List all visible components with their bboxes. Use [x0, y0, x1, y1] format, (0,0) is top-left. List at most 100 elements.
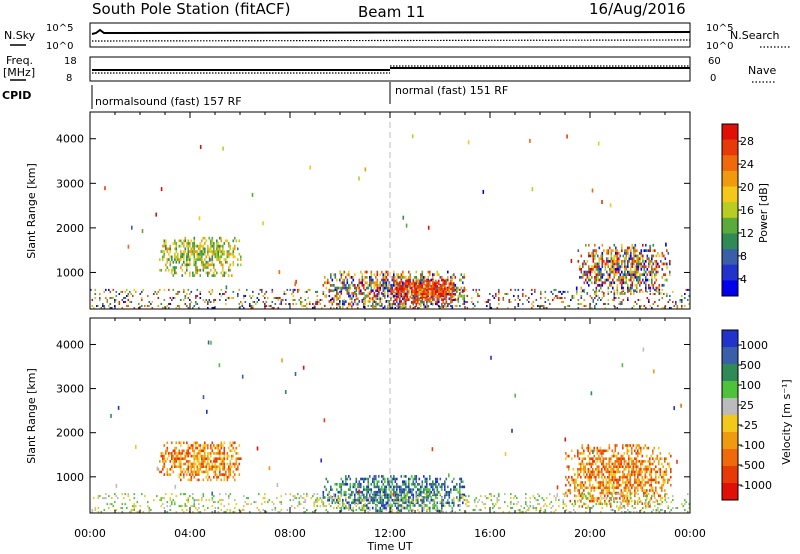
- heatmap-cell: [348, 507, 350, 509]
- heatmap-cell: [487, 299, 490, 301]
- heatmap-cell: [183, 242, 185, 245]
- heatmap-cell: [650, 470, 653, 474]
- heatmap-cell: [629, 483, 632, 487]
- heatmap-cell: [421, 490, 424, 494]
- heatmap-cell: [261, 503, 263, 506]
- heatmap-cell: [610, 284, 613, 287]
- heatmap-cell: [622, 254, 625, 258]
- heatmap-cell: [634, 289, 637, 293]
- heatmap-cell: [664, 478, 666, 482]
- heatmap-cell: [352, 509, 355, 513]
- heatmap-cell: [132, 505, 134, 508]
- heatmap-cell: [325, 488, 328, 491]
- heatmap-cell: [634, 473, 636, 476]
- heatmap-cell: [315, 501, 317, 504]
- y-tick-label: 3000: [56, 383, 84, 396]
- heatmap-cell: [575, 481, 578, 484]
- heatmap-cell: [565, 491, 567, 495]
- heatmap-cell: [178, 305, 181, 307]
- heatmap-cell: [616, 486, 618, 490]
- heatmap-cell: [210, 293, 212, 295]
- heatmap-cell: [625, 268, 628, 271]
- heatmap-cell: [647, 481, 650, 484]
- colorbar-swatch: [722, 139, 738, 156]
- heatmap-cell: [192, 244, 194, 248]
- heatmap-cell: [622, 260, 625, 263]
- heatmap-cell: [220, 288, 223, 291]
- heatmap-cell: [394, 287, 397, 291]
- heatmap-cell: [615, 268, 617, 271]
- heatmap-cell: [367, 498, 370, 502]
- heatmap-cell: [631, 281, 634, 285]
- freq-panel: Freq. [MHz] 18 8 60 0 Nave: [3, 54, 776, 84]
- heatmap-cell: [376, 286, 379, 290]
- heatmap-cell: [369, 509, 371, 511]
- heatmap-cell: [444, 483, 446, 486]
- heatmap-cell: [373, 294, 376, 298]
- heatmap-cell: [647, 465, 650, 468]
- heatmap-cell: [594, 290, 596, 293]
- heatmap-cell: [319, 505, 322, 508]
- heatmap-cell: [685, 288, 688, 291]
- heatmap-cell: [390, 287, 392, 291]
- heatmap-cell: [193, 465, 196, 468]
- heatmap-cell: [336, 488, 338, 491]
- heatmap-cell: [316, 499, 319, 502]
- heatmap-cell: [169, 473, 172, 476]
- heatmap-cell: [574, 501, 577, 504]
- heatmap-cell: [604, 486, 606, 490]
- colorbar-tick-label: 25: [740, 399, 754, 412]
- heatmap-cell: [382, 289, 385, 293]
- heatmap-cell: [637, 299, 640, 301]
- heatmap-cell: [658, 511, 661, 513]
- heatmap-cell: [454, 511, 457, 513]
- heatmap-cell: [187, 454, 190, 458]
- heatmap-cell: [202, 495, 205, 498]
- heatmap-cell: [483, 503, 485, 506]
- heatmap-cell: [381, 302, 383, 306]
- heatmap-cell: [408, 282, 410, 285]
- heatmap-cell: [139, 505, 142, 508]
- heatmap-cell: [133, 307, 136, 309]
- heatmap-cell: [351, 297, 353, 301]
- heatmap-cell: [635, 478, 638, 482]
- heatmap-cell: [301, 305, 304, 307]
- heatmap-cell: [201, 497, 203, 500]
- heatmap-cell: [663, 273, 665, 276]
- heatmap-cell: [130, 293, 133, 295]
- heatmap-cell: [583, 468, 585, 471]
- colorbar-swatch: [722, 415, 738, 433]
- heatmap-cell: [100, 511, 103, 513]
- heatmap-cell: [574, 499, 576, 503]
- heatmap-cell: [655, 268, 658, 271]
- heatmap-cell: [578, 468, 581, 471]
- heatmap-cell: [590, 478, 593, 482]
- heatmap-cell: [229, 465, 232, 468]
- heatmap-cell: [438, 490, 440, 494]
- heatmap-cell: [423, 490, 425, 494]
- heatmap-cell: [366, 498, 368, 502]
- heatmap-cell: [133, 505, 136, 508]
- heatmap-cell: [444, 480, 446, 483]
- heatmap-cell: [349, 506, 352, 510]
- heatmap-cell: [654, 276, 656, 279]
- heatmap-cell: [658, 462, 660, 466]
- heatmap-cell: [121, 493, 124, 496]
- heatmap-cell: [165, 493, 167, 496]
- heatmap-cell: [687, 299, 689, 301]
- heatmap-cell: [129, 301, 131, 303]
- heatmap-cell: [156, 466, 159, 471]
- heatmap-cell: [642, 290, 644, 293]
- heatmap-cell: [189, 473, 191, 476]
- heatmap-cell: [624, 257, 626, 260]
- heatmap-cell: [367, 506, 370, 510]
- heatmap-cell: [351, 307, 353, 309]
- heatmap-cell: [616, 491, 618, 495]
- heatmap-cell: [589, 483, 591, 487]
- heatmap-cell: [629, 473, 632, 476]
- heatmap-cell: [372, 289, 374, 293]
- heatmap-cell: [403, 282, 406, 285]
- heatmap-cell: [310, 497, 313, 500]
- heatmap-cell: [327, 497, 329, 500]
- heatmap-cell: [370, 289, 373, 293]
